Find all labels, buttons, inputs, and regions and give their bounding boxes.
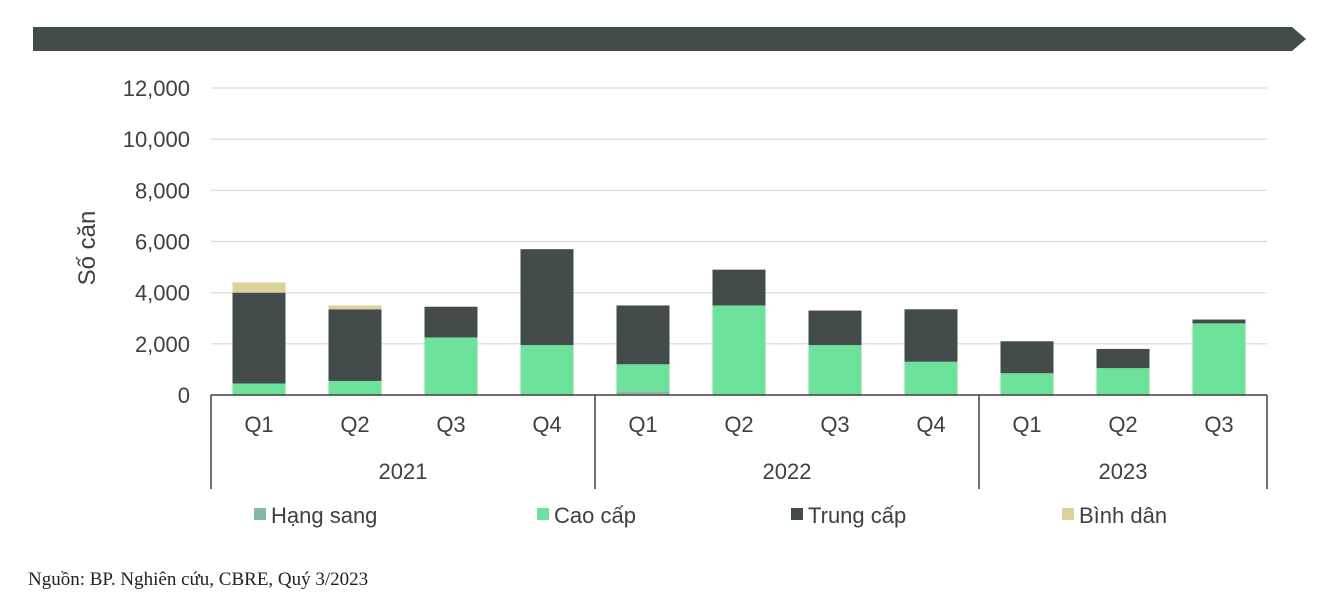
bar-segment-trung-cấp xyxy=(1096,348,1150,369)
legend-label: Bình dân xyxy=(1079,503,1167,528)
legend-swatch xyxy=(791,508,803,520)
bar-segment-bình-dân xyxy=(232,282,286,293)
x-axis: Q1 Q2 Q3 Q4 2021 Q1 Q2 Q3 Q4 2022 Q1 Q2 Q3 2023 xyxy=(210,394,1268,489)
x-tick-label: Q2 xyxy=(1108,412,1137,437)
y-axis-ticks: 0 2,000 4,000 6,000 8,000 10,000 12,000 xyxy=(123,76,190,408)
legend-label: Trung cấp xyxy=(808,503,906,528)
bars xyxy=(232,249,1246,395)
x-tick-label: Q1 xyxy=(244,412,273,437)
bar-segment-cao-cấp xyxy=(520,345,574,395)
bar-segment-trung-cấp xyxy=(808,310,862,346)
stacked-bar-chart: 0 2,000 4,000 6,000 8,000 10,000 12,000 Số căn… xyxy=(74,76,1268,528)
bar-segment-trung-cấp xyxy=(712,269,766,306)
y-tick-label: 4,000 xyxy=(135,281,190,306)
y-tick-label: 6,000 xyxy=(135,230,190,255)
bar-segment-bình-dân xyxy=(328,305,382,310)
y-tick-label: 2,000 xyxy=(135,332,190,357)
bar-segment-cao-cấp xyxy=(1000,373,1054,395)
legend-swatch xyxy=(254,508,266,520)
x-tick-label: Q2 xyxy=(724,412,753,437)
header-banner xyxy=(33,27,1306,51)
x-tick-label: Q4 xyxy=(532,412,561,437)
bar-segment-cao-cấp xyxy=(328,380,382,395)
legend-label: Cao cấp xyxy=(554,503,636,528)
bar-segment-cao-cấp xyxy=(1096,368,1150,395)
bar-segment-cao-cấp xyxy=(808,345,862,395)
bar-segment-cao-cấp xyxy=(232,383,286,395)
x-tick-label: Q1 xyxy=(1012,412,1041,437)
bar-segment-cao-cấp xyxy=(904,361,958,395)
bar-segment-cao-cấp xyxy=(424,337,478,395)
y-tick-label: 10,000 xyxy=(123,127,190,152)
bar-segment-trung-cấp xyxy=(232,292,286,384)
x-tick-label: Q3 xyxy=(1204,412,1233,437)
bar-segment-cao-cấp xyxy=(616,364,670,392)
legend: Hạng sang Cao cấp Trung cấp Bình dân xyxy=(254,503,1167,528)
y-tick-label: 8,000 xyxy=(135,178,190,203)
x-tick-label: Q3 xyxy=(820,412,849,437)
y-axis-label: Số căn xyxy=(74,211,101,286)
y-tick-label: 12,000 xyxy=(123,76,190,101)
x-group-label: 2023 xyxy=(1099,459,1148,484)
x-tick-label: Q2 xyxy=(340,412,369,437)
legend-swatch xyxy=(1062,508,1074,520)
x-group-label: 2021 xyxy=(379,459,428,484)
bar-segment-trung-cấp xyxy=(904,309,958,362)
x-tick-label: Q4 xyxy=(916,412,945,437)
bar-segment-cao-cấp xyxy=(712,305,766,395)
legend-swatch xyxy=(537,508,549,520)
bar-segment-cao-cấp xyxy=(1192,323,1246,395)
bar-segment-trung-cấp xyxy=(328,309,382,381)
bar-segment-trung-cấp xyxy=(424,306,478,338)
x-tick-label: Q3 xyxy=(436,412,465,437)
bar-segment-hạng-sang xyxy=(616,391,670,395)
y-tick-label: 0 xyxy=(178,383,190,408)
bar-segment-trung-cấp xyxy=(520,249,574,346)
source-note: Nguồn: BP. Nghiên cứu, CBRE, Quý 3/2023 xyxy=(28,569,369,590)
bar-segment-trung-cấp xyxy=(616,305,670,365)
x-group-label: 2022 xyxy=(763,459,812,484)
bar-segment-trung-cấp xyxy=(1192,319,1246,324)
bar-segment-trung-cấp xyxy=(1000,341,1054,374)
x-tick-label: Q1 xyxy=(628,412,657,437)
legend-label: Hạng sang xyxy=(271,503,377,528)
header-banner-arrow xyxy=(33,27,1306,51)
